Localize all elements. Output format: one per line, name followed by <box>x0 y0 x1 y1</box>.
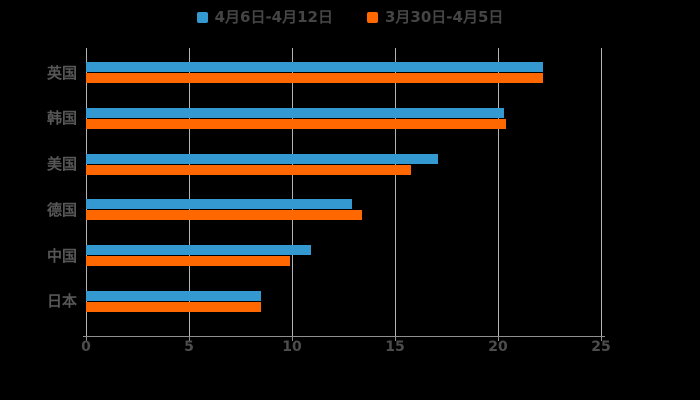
legend-marker-icon <box>196 11 208 23</box>
category-label: 韩国 <box>46 109 77 128</box>
bar-series-1-韩国 <box>86 107 505 118</box>
gridline-20 <box>497 48 499 336</box>
bar-series-1-英国 <box>86 62 544 72</box>
bar-series-2-日本 <box>86 301 262 312</box>
bar-series-1-中国 <box>86 245 311 256</box>
y-axis-labels: 英国韩国美国德国中国日本 <box>0 46 80 336</box>
x-tick-label: 25 <box>591 339 611 355</box>
legend-label: 4月6日-4月12日 <box>214 7 333 26</box>
legend-item-series-1[interactable]: 4月6日-4月12日 <box>196 7 333 26</box>
category-label: 德国 <box>46 200 77 219</box>
legend-marker-icon <box>367 11 378 23</box>
x-tick-label: 15 <box>385 339 405 355</box>
category-label: 英国 <box>46 63 77 82</box>
x-axis-tick-5 <box>188 336 190 341</box>
gridline-0 <box>85 48 87 336</box>
x-axis-tick-labels: 0 5 10 15 20 25 <box>81 339 611 356</box>
gridline-25 <box>600 48 602 336</box>
x-tick-label: 20 <box>488 339 508 355</box>
legend-item-series-2[interactable]: 3月30日-4月5日 <box>367 7 504 26</box>
bar-series-2-德国 <box>86 210 363 221</box>
bar-series-2-中国 <box>86 256 290 267</box>
x-axis-tick-10 <box>291 336 293 341</box>
chart-legend: 4月6日-4月12日 3月30日-4月5日 <box>0 6 700 28</box>
bar-series-1-美国 <box>86 153 439 164</box>
category-label: 美国 <box>46 155 77 174</box>
bar-series-2-美国 <box>86 164 412 175</box>
gridline-5 <box>188 48 190 336</box>
bar-series-2-英国 <box>86 73 544 83</box>
x-axis-tick-0 <box>85 336 87 341</box>
x-tick-label: 0 <box>81 339 91 355</box>
gridline-10 <box>291 48 293 336</box>
bar-series-1-日本 <box>86 290 262 301</box>
plot-area <box>83 46 605 341</box>
x-axis-tick-15 <box>394 336 396 341</box>
bar-series-2-韩国 <box>86 118 507 129</box>
x-tick-label: 10 <box>282 339 302 355</box>
gridline-15 <box>394 48 396 336</box>
bar-series-1-德国 <box>86 199 352 210</box>
category-label: 日本 <box>46 292 77 311</box>
x-axis-line <box>83 336 605 337</box>
category-label: 中国 <box>46 246 77 265</box>
legend-label: 3月30日-4月5日 <box>385 7 504 26</box>
x-tick-label: 5 <box>184 339 194 355</box>
x-axis-tick-25 <box>600 336 602 341</box>
x-axis-tick-20 <box>497 336 499 341</box>
